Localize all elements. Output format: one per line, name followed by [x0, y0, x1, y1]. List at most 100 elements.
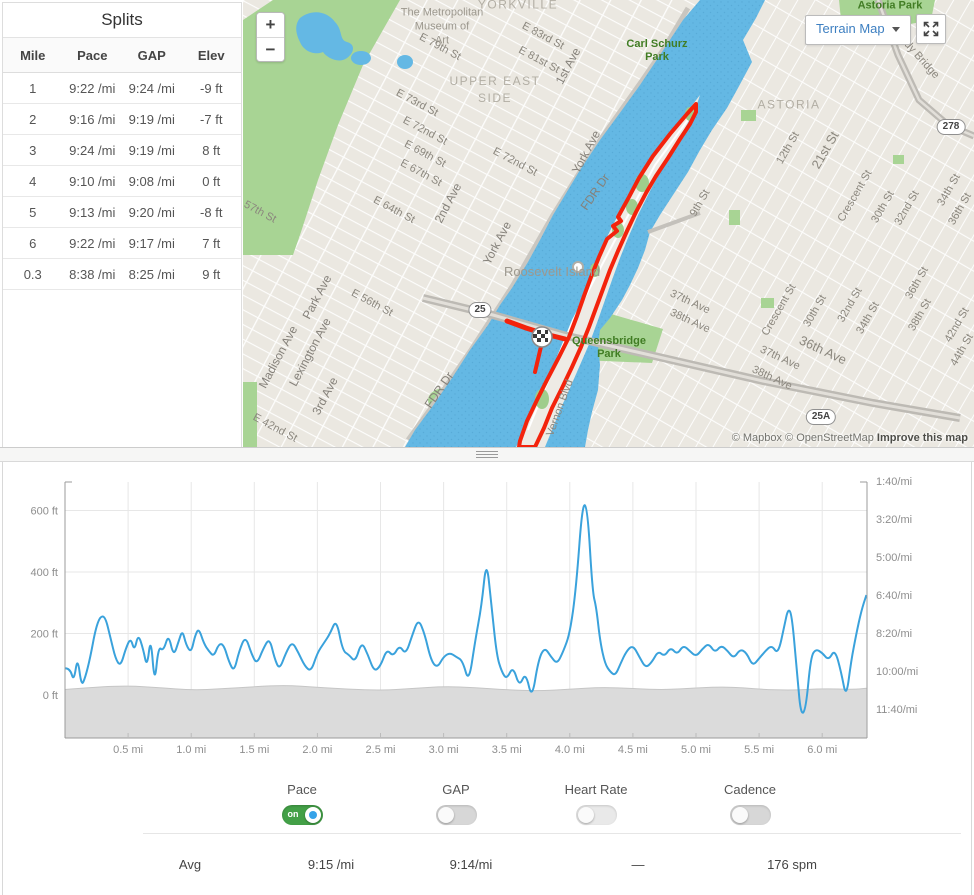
map-label: 34th St	[854, 299, 882, 337]
terrain-map-dropdown[interactable]: Terrain Map	[805, 15, 911, 45]
gap-toggle-label: GAP	[442, 782, 470, 797]
toggle-dot	[308, 811, 317, 819]
gap-toggle[interactable]	[435, 805, 477, 825]
map-label: 42nd St	[942, 305, 972, 345]
table-row[interactable]: 2 9:16 /mi 9:19 /mi -7 ft	[3, 103, 241, 135]
x-tick-label: 3.5 mi	[492, 744, 522, 756]
x-tick-label: 4.5 mi	[618, 744, 648, 756]
avg-heart-rate-value: —	[631, 857, 645, 872]
green-patch	[729, 210, 740, 225]
map-label: Vernon Blvd	[544, 378, 576, 438]
map-label: Park Ave	[299, 272, 335, 322]
fullscreen-button[interactable]	[916, 14, 946, 44]
terrain-map-label: Terrain Map	[816, 21, 885, 36]
cell-gap: 9:17 /mi	[122, 227, 182, 259]
table-row[interactable]: 1 9:22 /mi 9:24 /mi -9 ft	[3, 72, 241, 104]
map-label: 37th Ave	[668, 287, 712, 317]
x-tick-label: 6.0 mi	[807, 744, 837, 756]
x-tick-label: 3.0 mi	[429, 744, 459, 756]
map-label: Madison Ave	[255, 323, 301, 391]
green-patch	[893, 155, 904, 164]
map-label: Lexington Ave	[286, 315, 334, 389]
map-label: 38th St	[906, 296, 934, 334]
map-label: 1st Ave	[552, 45, 584, 87]
fullscreen-icon	[923, 21, 939, 37]
map-label: 32nd St	[835, 285, 865, 325]
route-shield: 25A	[805, 409, 837, 425]
y-left-tick-label: 600 ft	[30, 506, 58, 518]
y-right-tick-label: 6:40/mi	[876, 590, 912, 602]
cell-pace: 9:22 /mi	[62, 227, 122, 259]
toggle-knob	[437, 807, 454, 823]
table-row[interactable]: 4 9:10 /mi 9:08 /mi 0 ft	[3, 165, 241, 197]
cell-mile: 5	[3, 196, 63, 228]
x-tick-label: 1.5 mi	[239, 744, 269, 756]
cell-pace: 9:24 /mi	[62, 134, 122, 166]
toggle-knob	[577, 807, 594, 823]
heart-rate-toggle[interactable]	[575, 805, 617, 825]
table-row[interactable]: 0.3 8:38 /mi 8:25 /mi 9 ft	[3, 258, 241, 290]
route-shield: 278	[936, 119, 966, 135]
park-pond	[397, 55, 413, 69]
map-label: 3rd Ave	[309, 374, 341, 418]
cell-elev: -9 ft	[181, 72, 241, 104]
manhattan-grid	[243, 0, 700, 447]
route-map[interactable]: The Metropolitan Museum of Art YORKVILLE U…	[243, 0, 974, 447]
map-label: 12th St	[774, 129, 802, 167]
zoom-in-button[interactable]: +	[257, 13, 284, 37]
cell-pace: 9:22 /mi	[62, 72, 122, 104]
zoom-out-button[interactable]: −	[257, 37, 284, 61]
pace-toggle[interactable]: on	[281, 805, 323, 825]
y-left-tick-label: 200 ft	[30, 629, 58, 641]
green-patch	[741, 110, 756, 121]
x-tick-label: 2.0 mi	[302, 744, 332, 756]
gap-toggle-block: GAP	[381, 782, 531, 830]
cell-mile: 1	[3, 72, 63, 104]
route-shield: 25	[468, 302, 492, 318]
avg-row-divider	[143, 833, 961, 834]
map-label: York Ave	[479, 219, 515, 267]
map-label: 38th Ave	[668, 306, 712, 336]
map-label: 32nd St	[892, 188, 922, 228]
cell-pace: 9:16 /mi	[62, 103, 122, 135]
map-zoom-control: + −	[256, 12, 285, 62]
cell-gap: 9:20 /mi	[122, 196, 182, 228]
map-label: 9th St	[687, 187, 713, 219]
y-right-tick-label: 3:20/mi	[876, 514, 912, 526]
table-row[interactable]: 6 9:22 /mi 9:17 /mi 7 ft	[3, 227, 241, 259]
cell-gap: 8:25 /mi	[122, 258, 182, 290]
map-label: 44th St	[948, 331, 974, 369]
map-label: 30th St	[869, 188, 897, 226]
map-label: Carl Schurz Park	[626, 37, 688, 63]
improve-map-link[interactable]: Improve this map	[876, 432, 968, 444]
map-label: YORKVILLE	[477, 0, 559, 12]
east-river	[405, 0, 765, 447]
cell-pace: 9:10 /mi	[62, 165, 122, 197]
map-label: The Metropolitan Museum of Art	[400, 6, 484, 46]
map-label: E 83rd St	[519, 19, 567, 53]
table-row[interactable]: 5 9:13 /mi 9:20 /mi -8 ft	[3, 196, 241, 228]
map-label: 38th Ave	[750, 363, 794, 393]
y-left-tick-label: 0 ft	[43, 690, 58, 702]
cell-mile: 4	[3, 165, 63, 197]
splits-title: Splits	[3, 3, 241, 38]
drag-handle-icon	[476, 451, 498, 458]
cadence-toggle-label: Cadence	[723, 782, 777, 797]
panel-resize-divider[interactable]	[0, 447, 974, 462]
map-label: E 67th St	[398, 157, 444, 189]
cadence-toggle[interactable]	[729, 805, 771, 825]
cell-elev: 0 ft	[181, 165, 241, 197]
map-label: FDR Dr	[421, 369, 457, 411]
toggle-knob	[731, 807, 748, 823]
map-label: Crescent St	[835, 168, 875, 224]
table-row[interactable]: 3 9:24 /mi 9:19 /mi 8 ft	[3, 134, 241, 166]
avg-label: Avg	[178, 857, 202, 872]
map-label: 2nd Ave	[431, 180, 465, 226]
cell-pace: 9:13 /mi	[62, 196, 122, 228]
pace-line	[64, 504, 868, 714]
map-attribution: © Mapbox © OpenStreetMap Improve this ma…	[732, 432, 968, 444]
toggle-state-text: on	[287, 809, 299, 819]
map-label: UPPER EAST SIDE	[449, 74, 541, 105]
cell-pace: 8:38 /mi	[62, 258, 122, 290]
